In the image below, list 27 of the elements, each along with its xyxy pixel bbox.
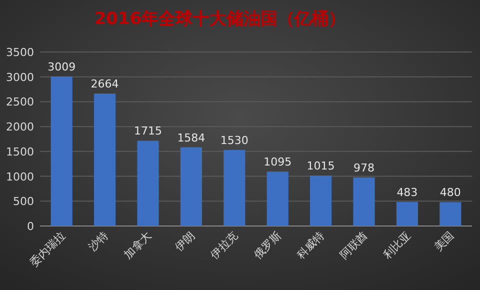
y-tick-label: 1000 (6, 170, 34, 184)
data-label: 3009 (48, 60, 76, 74)
data-label: 1015 (306, 160, 335, 173)
data-label: 1095 (264, 156, 292, 169)
chart-title: 2016年全球十大储油国（亿桶） (94, 9, 346, 29)
x-tick-label: 美国 (432, 228, 457, 254)
x-tick-label: 俄罗斯 (251, 228, 284, 262)
x-tick-label: 沙特 (86, 228, 111, 254)
x-tick-label: 加拿大 (122, 228, 154, 262)
data-label: 1715 (134, 124, 162, 138)
data-label: 2664 (90, 78, 119, 91)
data-label: 483 (396, 186, 418, 199)
data-label: 1584 (177, 131, 206, 144)
y-tick-label: 1500 (6, 145, 34, 158)
x-tick-label: 阿联酋 (338, 228, 370, 262)
y-tick-label: 2000 (6, 120, 34, 134)
x-tick-label: 利比亚 (380, 228, 414, 262)
x-tick-label: 伊拉克 (208, 228, 241, 262)
x-tick-label: 伊朗 (172, 228, 198, 254)
data-label: 480 (440, 186, 461, 200)
data-label: 978 (354, 161, 374, 174)
data-label: 1530 (220, 134, 248, 147)
y-tick-label: 3000 (6, 70, 34, 84)
y-tick-label: 2500 (6, 96, 34, 109)
y-tick-label: 3500 (6, 46, 34, 59)
y-tick-label: 500 (13, 195, 34, 208)
x-tick-label: 科威特 (294, 228, 327, 262)
